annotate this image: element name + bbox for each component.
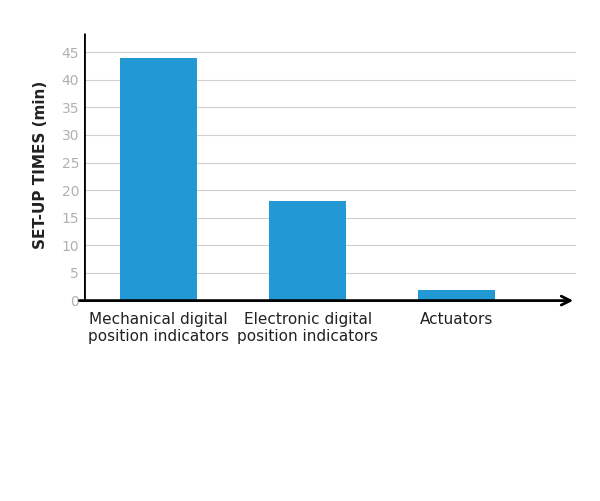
Y-axis label: SET-UP TIMES (min): SET-UP TIMES (min) xyxy=(32,81,47,249)
Bar xyxy=(418,290,496,301)
Bar xyxy=(269,201,346,301)
Bar xyxy=(120,58,197,301)
